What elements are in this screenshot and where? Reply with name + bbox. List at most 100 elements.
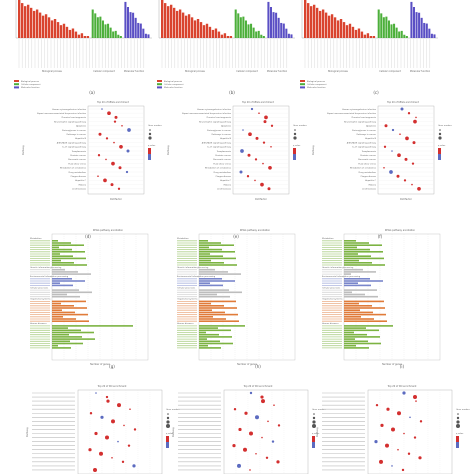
kegg-class-bar xyxy=(344,259,359,262)
kegg-dot xyxy=(264,115,268,120)
kegg-dot xyxy=(404,157,408,161)
go-bar xyxy=(44,14,48,38)
kegg-class-bar xyxy=(52,327,68,329)
kegg-dotplot-frame xyxy=(377,105,435,195)
go-category-bp: Biological process xyxy=(185,70,206,73)
kegg-class-bar xyxy=(199,293,217,296)
do-dot xyxy=(276,460,280,464)
kegg-dotplots-row: Top 20 of KEGG enrichment Human cytomegal… xyxy=(22,101,452,201)
kegg-dot xyxy=(101,108,103,110)
kegg-class-bar xyxy=(199,280,235,282)
kegg-class-bar xyxy=(52,295,80,298)
go-bar xyxy=(430,33,433,38)
go-bar xyxy=(112,31,115,38)
kegg-class-bar xyxy=(52,344,58,347)
kegg-term-label: Malaria xyxy=(369,183,377,186)
kegg-class-bar xyxy=(199,262,224,264)
go-bar xyxy=(433,34,436,38)
do-dot xyxy=(375,403,379,407)
kegg-dotplot-title: Top 20 of KEGG enrichment xyxy=(242,101,274,104)
kegg-class-title: KEGG pathway annotation xyxy=(240,229,271,232)
kegg-class-bar xyxy=(52,244,84,246)
go-bar xyxy=(275,12,278,38)
kegg-class-bar xyxy=(199,344,208,347)
kegg-term-label: Kaposi sarcoma-associated herpesvirus in… xyxy=(182,112,232,115)
panel-label-c: (c) xyxy=(373,90,379,95)
go-bar xyxy=(124,1,127,38)
kegg-dot xyxy=(255,136,259,140)
kegg-class-bar xyxy=(52,259,61,262)
do-dot xyxy=(379,459,383,464)
kegg-term-label: Metabolism of xenobiotics xyxy=(60,167,86,170)
kegg-class-group-label: Human diseases xyxy=(322,323,339,325)
kegg-legend-size xyxy=(293,136,297,140)
kegg-rich-factor-label: Richfactor xyxy=(400,198,412,201)
kegg-term-label: Pancreatic cancer xyxy=(213,158,231,161)
go-bar xyxy=(178,9,182,38)
kegg-term-label: Fluid shear stress xyxy=(213,162,231,165)
kegg-term-label: Human cytomegalovirus infection xyxy=(342,108,377,111)
go-legend-text: Molecular function xyxy=(164,86,183,89)
do-dot xyxy=(418,456,422,460)
kegg-dot xyxy=(396,174,400,178)
go-bar xyxy=(339,19,343,38)
kegg-class-bar xyxy=(344,329,379,332)
go-bar xyxy=(277,17,280,38)
do-dot xyxy=(89,412,93,415)
panel-label-d: (d) xyxy=(85,234,91,239)
kegg-class-bar xyxy=(52,340,70,343)
do-dot xyxy=(255,415,259,420)
go-bar xyxy=(257,30,260,38)
kegg-class-bar xyxy=(52,253,60,255)
do-pathway-axis-label: Pathway xyxy=(26,427,29,437)
kegg-class-bar xyxy=(199,340,220,343)
kegg-dot xyxy=(263,120,267,124)
do-dot xyxy=(129,408,131,411)
kegg-class-group-label: Environmental information processing xyxy=(322,275,361,278)
kegg-dot xyxy=(254,158,258,161)
do-dot xyxy=(397,448,399,451)
do-legend-q-value: q value xyxy=(456,433,464,435)
go-bar xyxy=(139,23,142,38)
do-dot xyxy=(95,392,97,394)
kegg-class-bar xyxy=(199,309,212,311)
do-legend-size xyxy=(166,420,170,424)
go-category-mf: Molecular function xyxy=(124,70,145,73)
do-dot xyxy=(93,467,97,472)
kegg-dot xyxy=(125,170,129,174)
kegg-class-x-label: Number of genes xyxy=(90,363,111,366)
kegg-dot xyxy=(113,120,117,123)
kegg-class-bar xyxy=(344,264,385,266)
kegg-class-bar xyxy=(199,327,218,329)
kegg-class-bar xyxy=(344,289,377,291)
do-legend-gene-number: Gene number xyxy=(312,408,326,411)
do-dot xyxy=(111,419,115,424)
go-bar xyxy=(377,9,380,38)
kegg-term-label: Hepatitis C xyxy=(365,179,377,182)
kegg-class-bar xyxy=(199,342,233,345)
kegg-dot xyxy=(117,187,121,190)
kegg-term-label: Prostate cancer xyxy=(70,154,86,157)
go-bar xyxy=(119,36,122,38)
kegg-dot xyxy=(105,137,109,140)
kegg-class-bar xyxy=(344,257,384,260)
go-bar xyxy=(363,34,367,38)
kegg-class-bar xyxy=(199,284,223,287)
go-bar xyxy=(390,24,393,38)
kegg-term-label: IL-17 signaling pathway xyxy=(62,146,87,149)
go-legend-text: Molecular function xyxy=(21,86,40,89)
go-bar xyxy=(380,13,383,38)
go-bar xyxy=(166,6,170,39)
go-legend-swatch xyxy=(300,80,305,82)
kegg-class-bar xyxy=(199,320,239,322)
do-dot xyxy=(233,408,237,411)
go-bar xyxy=(41,15,45,38)
kegg-class-bar xyxy=(344,284,371,287)
kegg-class-bar xyxy=(344,246,357,249)
kegg-dot xyxy=(403,179,407,182)
kegg-class-bar xyxy=(199,325,245,327)
go-bar xyxy=(172,7,176,38)
kegg-class-bar xyxy=(344,242,369,244)
kegg-term-label: Hepatitis B xyxy=(365,137,377,140)
kegg-class-bar xyxy=(52,313,88,316)
